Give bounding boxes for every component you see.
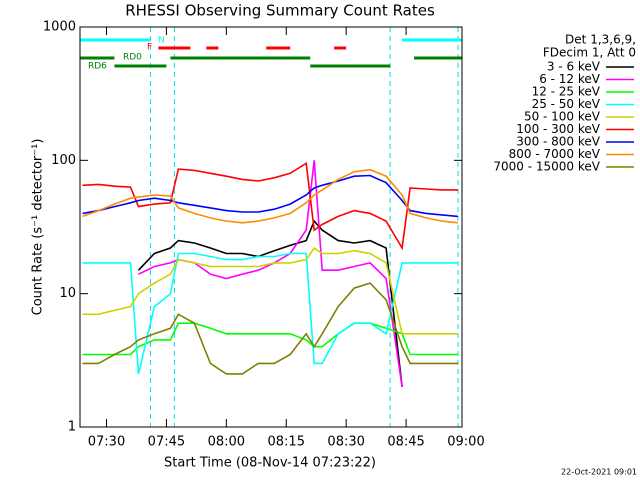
- series-line: [82, 161, 458, 251]
- plot-frame: [79, 26, 463, 428]
- y-tick-label: 10: [59, 286, 76, 301]
- series-line: [82, 252, 458, 375]
- y-tick-label: 1000: [43, 20, 76, 35]
- legend-header: FDecim 1, Att 0: [543, 46, 636, 60]
- legend-label: 800 - 7000 keV: [509, 147, 601, 161]
- series-line: [82, 168, 459, 224]
- x-tick-label: 08:30: [327, 435, 364, 450]
- legend-label: 50 - 100 keV: [524, 110, 601, 124]
- flag-label: RD0: [123, 53, 142, 63]
- footer: 22-Oct-2021 09:01: [561, 468, 637, 477]
- y-tick-label: 100: [51, 153, 76, 168]
- legend-header: Det 1,3,6,9,: [565, 33, 636, 47]
- legend-label: 25 - 50 keV: [532, 97, 601, 111]
- y-axis-label: Count Rate (s⁻¹ detector⁻¹): [31, 139, 46, 316]
- legend-label: 12 - 25 keV: [532, 85, 601, 99]
- x-tick-label: 07:30: [88, 435, 125, 450]
- chart-title: RHESSI Observing Summary Count Rates: [125, 2, 435, 20]
- series-line: [82, 246, 458, 335]
- series-line: [137, 219, 403, 387]
- legend-label: 300 - 800 keV: [516, 135, 600, 149]
- series-line: [82, 282, 458, 375]
- legend-label: 7000 - 15000 keV: [493, 160, 600, 174]
- y-tick-label: 1: [68, 420, 76, 435]
- x-tick-label: 09:00: [447, 435, 484, 450]
- legend-label: 100 - 300 keV: [516, 122, 600, 136]
- x-tick-label: 08:00: [208, 435, 245, 450]
- x-tick-label: 08:45: [387, 435, 424, 450]
- legend-label: 3 - 6 keV: [547, 60, 601, 74]
- series-line: [82, 174, 459, 218]
- flag-label: RD6: [88, 62, 107, 72]
- x-axis-label: Start Time (08-Nov-14 07:23:22): [164, 456, 376, 471]
- x-tick-label: 08:15: [268, 435, 305, 450]
- legend-label: 6 - 12 keV: [539, 72, 601, 86]
- x-tick-label: 07:45: [148, 435, 185, 450]
- flag-label: F: [147, 43, 152, 53]
- flag-label: N: [158, 36, 165, 46]
